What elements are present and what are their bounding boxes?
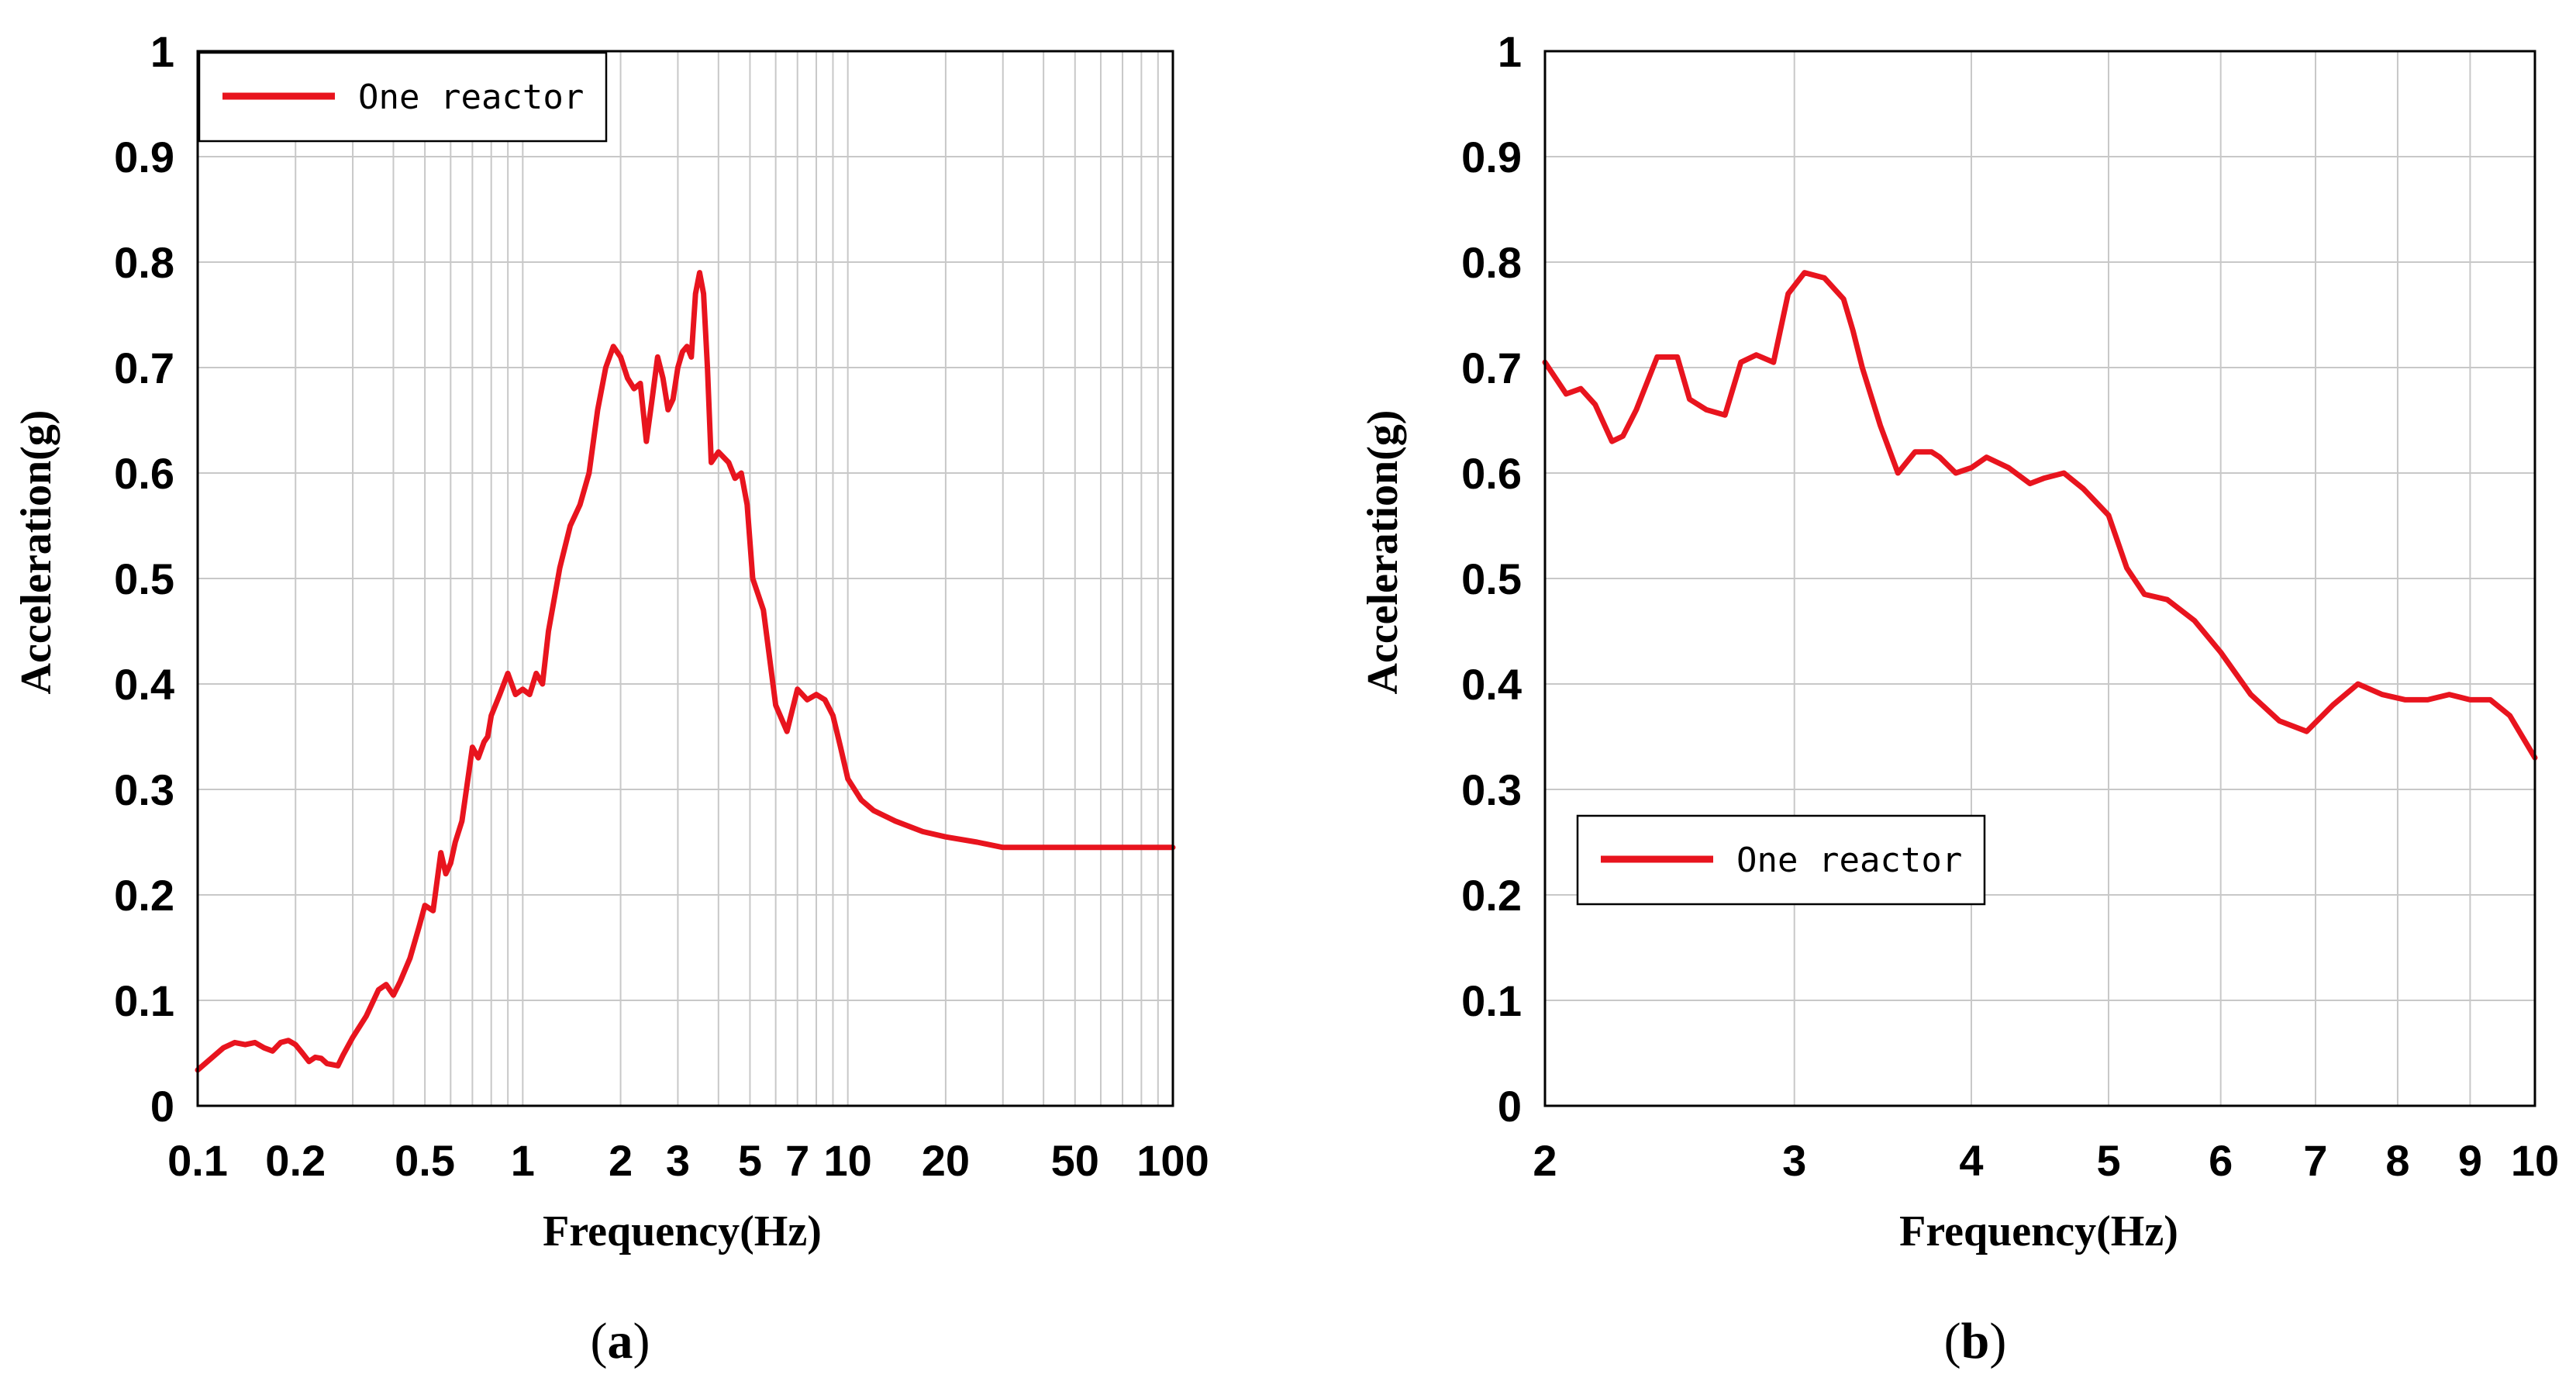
y-tick-label: 0 [150, 1082, 174, 1131]
x-tick-label: 4 [1959, 1136, 1983, 1185]
y-tick-label: 0.8 [114, 238, 174, 287]
x-tick-labels-b: 2 3 4 5 6 7 8 9 10 [1533, 1136, 2559, 1185]
legend-label-a: One reactor [358, 78, 584, 117]
x-tick-label: 5 [738, 1136, 762, 1185]
y-axis-title-a: Acceleration(g) [12, 410, 60, 695]
gridlines-a [198, 51, 1173, 1106]
x-tick-label: 0.5 [395, 1136, 455, 1185]
plot-frame-a [196, 50, 1174, 1107]
y-tick-label: 0 [1498, 1082, 1522, 1131]
y-tick-label: 0.1 [114, 976, 174, 1025]
x-tick-label: 3 [1782, 1136, 1806, 1185]
x-tick-label: 50 [1051, 1136, 1099, 1185]
y-tick-label: 0.9 [114, 133, 174, 181]
legend-label-b: One reactor [1736, 841, 1962, 880]
y-tick-label: 0.9 [1461, 133, 1522, 181]
x-tick-label: 0.2 [265, 1136, 326, 1185]
x-tick-label: 10 [2511, 1136, 2559, 1185]
y-axis-title-b: Acceleration(g) [1359, 410, 1407, 695]
x-tick-label: 5 [2096, 1136, 2120, 1185]
y-tick-label: 0.8 [1461, 238, 1522, 287]
y-tick-label: 0.4 [1461, 660, 1522, 709]
legend-b: One reactor [1576, 814, 1986, 906]
y-tick-label: 0.2 [1461, 871, 1522, 920]
x-tick-label: 1 [511, 1136, 535, 1185]
gridlines-b [1545, 51, 2535, 1106]
x-tick-label: 8 [2385, 1136, 2409, 1185]
chart-panel-a: 0 0.1 0.2 0.3 0.4 0.5 0.6 0.7 0.8 0.9 1 0.1 0.2 0.5 1… [12, 27, 1209, 1369]
series-line-one-reactor-b [1542, 270, 2538, 761]
x-tick-label: 20 [922, 1136, 970, 1185]
x-tick-label: 3 [666, 1136, 690, 1185]
caption-b: (b) [1944, 1313, 2007, 1369]
y-tick-label: 0.5 [1461, 554, 1522, 603]
x-tick-label: 2 [609, 1136, 633, 1185]
x-tick-label: 2 [1533, 1136, 1557, 1185]
y-tick-label: 1 [1498, 27, 1522, 76]
x-tick-label: 6 [2209, 1136, 2233, 1185]
y-tick-labels-a: 0 0.1 0.2 0.3 0.4 0.5 0.6 0.7 0.8 0.9 1 [114, 27, 174, 1131]
chart-panel-b: 0 0.1 0.2 0.3 0.4 0.5 0.6 0.7 0.8 0.9 1 2 3 4 5 6 7 8 9 10… [1359, 27, 2559, 1369]
y-tick-label: 0.2 [114, 871, 174, 920]
y-tick-label: 0.7 [114, 344, 174, 392]
x-axis-title-a: Frequency(Hz) [543, 1207, 822, 1255]
y-tick-label: 1 [150, 27, 174, 76]
x-tick-label: 100 [1136, 1136, 1209, 1185]
x-tick-label: 7 [2303, 1136, 2327, 1185]
series-line-one-reactor-a [195, 270, 1176, 1073]
plot-frame-b [1543, 50, 2536, 1107]
legend-a: One reactor [198, 51, 608, 143]
y-tick-label: 0.3 [1461, 765, 1522, 814]
y-tick-labels-b: 0 0.1 0.2 0.3 0.4 0.5 0.6 0.7 0.8 0.9 1 [1461, 27, 1522, 1131]
x-tick-labels-a: 0.1 0.2 0.5 1 2 3 5 7 10 20 50 100 [167, 1136, 1209, 1185]
y-tick-label: 0.1 [1461, 976, 1522, 1025]
y-tick-label: 0.7 [1461, 344, 1522, 392]
y-tick-label: 0.6 [1461, 449, 1522, 498]
y-tick-label: 0.3 [114, 765, 174, 814]
x-tick-label: 0.1 [167, 1136, 228, 1185]
x-tick-label: 10 [824, 1136, 872, 1185]
x-tick-label: 9 [2458, 1136, 2482, 1185]
y-tick-label: 0.6 [114, 449, 174, 498]
x-tick-label: 7 [785, 1136, 809, 1185]
y-tick-label: 0.4 [114, 660, 174, 709]
caption-a: (a) [591, 1313, 650, 1369]
y-tick-label: 0.5 [114, 554, 174, 603]
x-axis-title-b: Frequency(Hz) [1899, 1207, 2178, 1255]
